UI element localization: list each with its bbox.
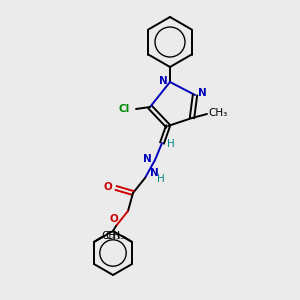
Text: H: H: [167, 139, 175, 149]
Text: N: N: [198, 88, 206, 98]
Text: O: O: [103, 182, 112, 192]
Text: O: O: [110, 214, 118, 224]
Text: N: N: [150, 168, 158, 178]
Text: CH₃: CH₃: [105, 231, 124, 241]
Text: CH₃: CH₃: [101, 231, 121, 241]
Text: N: N: [142, 154, 152, 164]
Text: H: H: [157, 174, 165, 184]
Text: CH₃: CH₃: [208, 108, 228, 118]
Text: Cl: Cl: [118, 104, 130, 114]
Text: N: N: [159, 76, 167, 86]
